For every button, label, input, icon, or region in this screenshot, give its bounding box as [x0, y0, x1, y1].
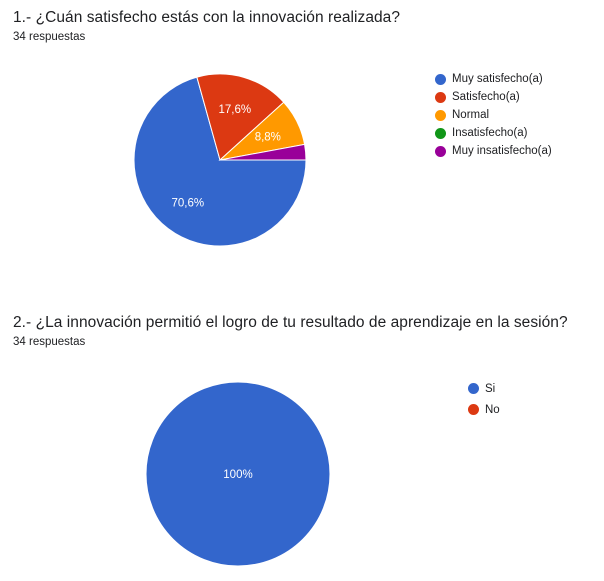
legend-item: Normal — [435, 106, 552, 124]
legend-label: Muy insatisfecho(a) — [452, 145, 552, 157]
question-2-pie-chart: 100% — [145, 381, 331, 567]
legend-label: Insatisfecho(a) — [452, 127, 528, 139]
legend-item: Insatisfecho(a) — [435, 124, 552, 142]
legend-swatch-icon — [435, 91, 446, 103]
legend-label: Si — [485, 382, 496, 395]
question-2-legend: Si No — [468, 378, 500, 420]
pie-slice-muy-insatisfecho-a — [219, 143, 307, 161]
legend-swatch-icon — [435, 109, 446, 121]
pie-slice-value-label: 17,6% — [219, 104, 252, 116]
legend-swatch-icon — [468, 383, 479, 394]
pie-slice-value-label: 100% — [223, 469, 252, 481]
legend-item: No — [468, 399, 500, 420]
question-2-response-count: 34 respuestas — [13, 336, 86, 348]
pie-slice-value-label: 70,6% — [171, 197, 204, 209]
legend-label: No — [485, 403, 500, 416]
legend-label: Muy satisfecho(a) — [452, 73, 543, 85]
legend-item: Muy insatisfecho(a) — [435, 142, 552, 160]
question-1-title: 1.- ¿Cuán satisfecho estás con la innova… — [13, 9, 401, 26]
question-1-pie-chart: 70,6% 17,6% 8,8% — [133, 73, 307, 247]
legend-swatch-icon — [435, 145, 446, 157]
pie-slice-si — [145, 381, 331, 567]
legend-item: Si — [468, 378, 500, 399]
legend-swatch-icon — [435, 73, 446, 85]
question-1-card: 1.- ¿Cuán satisfecho estás con la innova… — [0, 0, 604, 290]
legend-item: Muy satisfecho(a) — [435, 70, 552, 88]
legend-label: Normal — [452, 109, 490, 121]
legend-swatch-icon — [468, 404, 479, 415]
legend-label: Satisfecho(a) — [452, 91, 520, 103]
question-1-legend: Muy satisfecho(a) Satisfecho(a) Normal Insa… — [435, 70, 552, 160]
legend-item: Satisfecho(a) — [435, 88, 552, 106]
question-2-title: 2.- ¿La innovación permitió el logro de … — [13, 314, 568, 331]
pie-slice-muy-satisfecho-a — [133, 76, 307, 247]
question-2-card: 2.- ¿La innovación permitió el logro de … — [0, 300, 604, 581]
question-1-response-count: 34 respuestas — [13, 31, 86, 43]
legend-swatch-icon — [435, 127, 446, 139]
pie-slice-satisfecho-a — [196, 73, 285, 161]
pie-slice-value-label: 8,8% — [255, 131, 281, 143]
